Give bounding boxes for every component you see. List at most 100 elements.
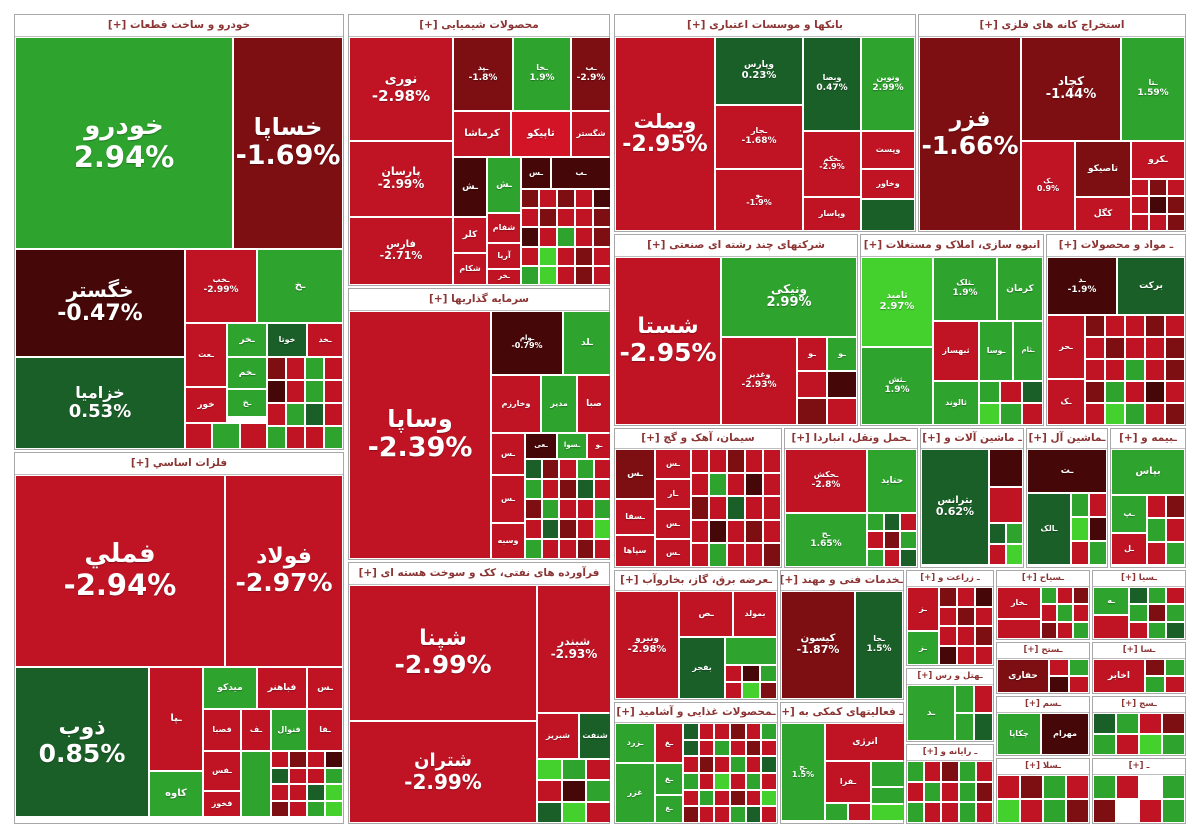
stock-tile-small[interactable] xyxy=(731,774,745,789)
stock-tile-small[interactable] xyxy=(1168,214,1184,230)
stock-tile-sarmayeh-6[interactable]: ـس xyxy=(492,434,524,474)
stock-tile-small[interactable] xyxy=(976,627,992,645)
stock-tile-small[interactable] xyxy=(764,520,780,543)
stock-tile-small[interactable] xyxy=(577,520,593,538)
stock-tile-shimiaei-7[interactable]: تاپیکو xyxy=(512,112,570,156)
stock-tile-small[interactable] xyxy=(543,500,559,518)
stock-tile-small[interactable] xyxy=(976,607,992,625)
stock-tile-sarmayeh-4[interactable]: مدیر xyxy=(542,376,576,432)
stock-tile-small[interactable] xyxy=(1021,776,1042,798)
stock-tile-shimiaei-2[interactable]: فارس -2.71% xyxy=(350,218,452,284)
stock-tile-small[interactable] xyxy=(538,781,561,801)
stock-tile-small[interactable] xyxy=(1126,338,1144,358)
stock-tile-small[interactable] xyxy=(325,358,342,379)
stock-tile-mavad-1[interactable]: برکت xyxy=(1118,258,1184,314)
stock-tile-shimiaei-15[interactable]: ـخر xyxy=(488,270,520,284)
stock-tile-small[interactable] xyxy=(959,762,975,781)
stock-tile-small[interactable] xyxy=(1007,545,1022,564)
stock-tile-small[interactable] xyxy=(1007,524,1022,543)
stock-tile-small[interactable] xyxy=(526,480,542,498)
stock-tile-small[interactable] xyxy=(940,627,956,645)
stock-tile-small[interactable] xyxy=(710,473,726,496)
stock-tile-small[interactable] xyxy=(272,785,288,800)
stock-tile-small[interactable] xyxy=(746,790,761,806)
stock-tile-small[interactable] xyxy=(1146,677,1164,692)
stock-tile-estekhraj-1[interactable]: کچاد -1.44% xyxy=(1022,38,1120,140)
stock-tile-small[interactable] xyxy=(762,774,776,789)
stock-tile-small[interactable] xyxy=(526,460,542,478)
stock-tile-small[interactable] xyxy=(762,807,776,822)
sector-header-bimeh[interactable]: ـبیمه و [+] xyxy=(1111,429,1185,449)
stock-tile-small[interactable] xyxy=(1117,735,1138,754)
sector-header-mashin-barghi[interactable]: ـ ماشین آلات و [+] xyxy=(921,429,1023,449)
stock-tile-small[interactable] xyxy=(684,807,698,822)
stock-tile-small[interactable] xyxy=(980,382,1000,402)
stock-tile-small[interactable] xyxy=(522,266,538,284)
stock-tile-small[interactable] xyxy=(872,805,904,820)
stock-tile-bimeh-2[interactable]: ـل xyxy=(1112,534,1146,564)
stock-tile-haml-1[interactable]: حتاید xyxy=(868,450,916,512)
stock-tile-small[interactable] xyxy=(522,209,538,227)
sector-header-etc[interactable]: ـ [+] xyxy=(1093,759,1185,775)
stock-tile-small[interactable] xyxy=(1148,622,1166,638)
stock-tile-small[interactable] xyxy=(1094,735,1115,754)
sector-header-sath[interactable]: ـستح [+] xyxy=(997,643,1089,659)
stock-tile-felezat-1[interactable]: فولاد -2.97% xyxy=(226,476,342,666)
stock-tile-small[interactable] xyxy=(1021,800,1042,822)
stock-tile-small[interactable] xyxy=(868,514,883,530)
stock-tile-small[interactable] xyxy=(746,724,761,739)
stock-tile-small[interactable] xyxy=(975,686,992,712)
stock-tile-small[interactable] xyxy=(558,228,574,246)
stock-tile-ghazaei-2[interactable]: ـغ xyxy=(656,764,682,794)
stock-tile-small[interactable] xyxy=(692,450,708,472)
stock-tile-small[interactable] xyxy=(1050,660,1068,675)
stock-tile-small[interactable] xyxy=(1163,735,1184,754)
stock-tile-small[interactable] xyxy=(272,768,288,783)
stock-tile-small[interactable] xyxy=(731,757,745,772)
stock-tile-small[interactable] xyxy=(558,247,574,265)
stock-tile-small[interactable] xyxy=(743,666,759,681)
stock-tile-small[interactable] xyxy=(976,782,992,802)
stock-tile-small[interactable] xyxy=(746,807,761,822)
stock-tile-small[interactable] xyxy=(942,782,958,802)
stock-tile-khodro-4[interactable]: ـخب -2.99% xyxy=(186,250,256,322)
stock-tile-small[interactable] xyxy=(268,404,285,425)
sector-header-ghazaei[interactable]: ـمحصولات غذایی و آشامید [+] xyxy=(615,703,777,723)
stock-tile-small[interactable] xyxy=(522,190,538,208)
stock-tile-shimiaei-0[interactable]: نوری -2.98% xyxy=(350,38,452,140)
stock-tile-small[interactable] xyxy=(272,801,288,816)
stock-tile-felezat-0[interactable]: فملي -2.94% xyxy=(16,476,224,666)
stock-tile-haml-2[interactable]: ـح 1.65% xyxy=(786,514,866,566)
stock-tile-sarmayeh-8[interactable]: ـسوا xyxy=(558,434,586,458)
stock-tile-small[interactable] xyxy=(976,803,992,822)
stock-tile-siman-0[interactable]: ـس xyxy=(616,450,654,498)
stock-tile-bargh-0[interactable]: ونیرو -2.98% xyxy=(616,592,678,698)
stock-tile-shimiaei-10[interactable]: کلر xyxy=(454,218,486,252)
stock-tile-small[interactable] xyxy=(1148,496,1165,518)
stock-tile-small[interactable] xyxy=(1094,714,1115,733)
stock-tile-small[interactable] xyxy=(746,544,762,566)
stock-tile-sia-1[interactable] xyxy=(1094,616,1128,638)
stock-tile-felezat-8[interactable]: فصبا xyxy=(204,710,240,750)
stock-tile-small[interactable] xyxy=(990,524,1005,543)
stock-tile-sarmayeh-0[interactable]: وساپا -2.39% xyxy=(350,312,490,558)
stock-tile-small[interactable] xyxy=(543,520,559,538)
stock-tile-small[interactable] xyxy=(576,247,592,265)
stock-tile-small[interactable] xyxy=(746,757,761,772)
stock-tile-small[interactable] xyxy=(1163,800,1184,822)
stock-tile-small[interactable] xyxy=(728,520,744,543)
stock-tile-small[interactable] xyxy=(684,740,698,756)
stock-tile-felezat-14[interactable] xyxy=(242,752,270,816)
stock-tile-khodro-12[interactable]: ـخ xyxy=(228,390,266,416)
stock-tile-small[interactable] xyxy=(268,358,285,379)
stock-tile-small[interactable] xyxy=(1167,622,1184,638)
stock-tile-small[interactable] xyxy=(558,190,574,208)
stock-tile-small[interactable] xyxy=(326,785,342,800)
stock-tile-shimiaei-9[interactable]: ـش xyxy=(454,158,486,216)
stock-tile-small[interactable] xyxy=(1167,605,1184,621)
stock-tile-small[interactable] xyxy=(1044,800,1065,822)
stock-tile-small[interactable] xyxy=(290,785,306,800)
stock-tile-sarmayeh-5[interactable]: صبا xyxy=(578,376,610,432)
stock-tile-sia-0[interactable]: ـه xyxy=(1094,588,1128,614)
stock-tile-small[interactable] xyxy=(325,381,342,402)
